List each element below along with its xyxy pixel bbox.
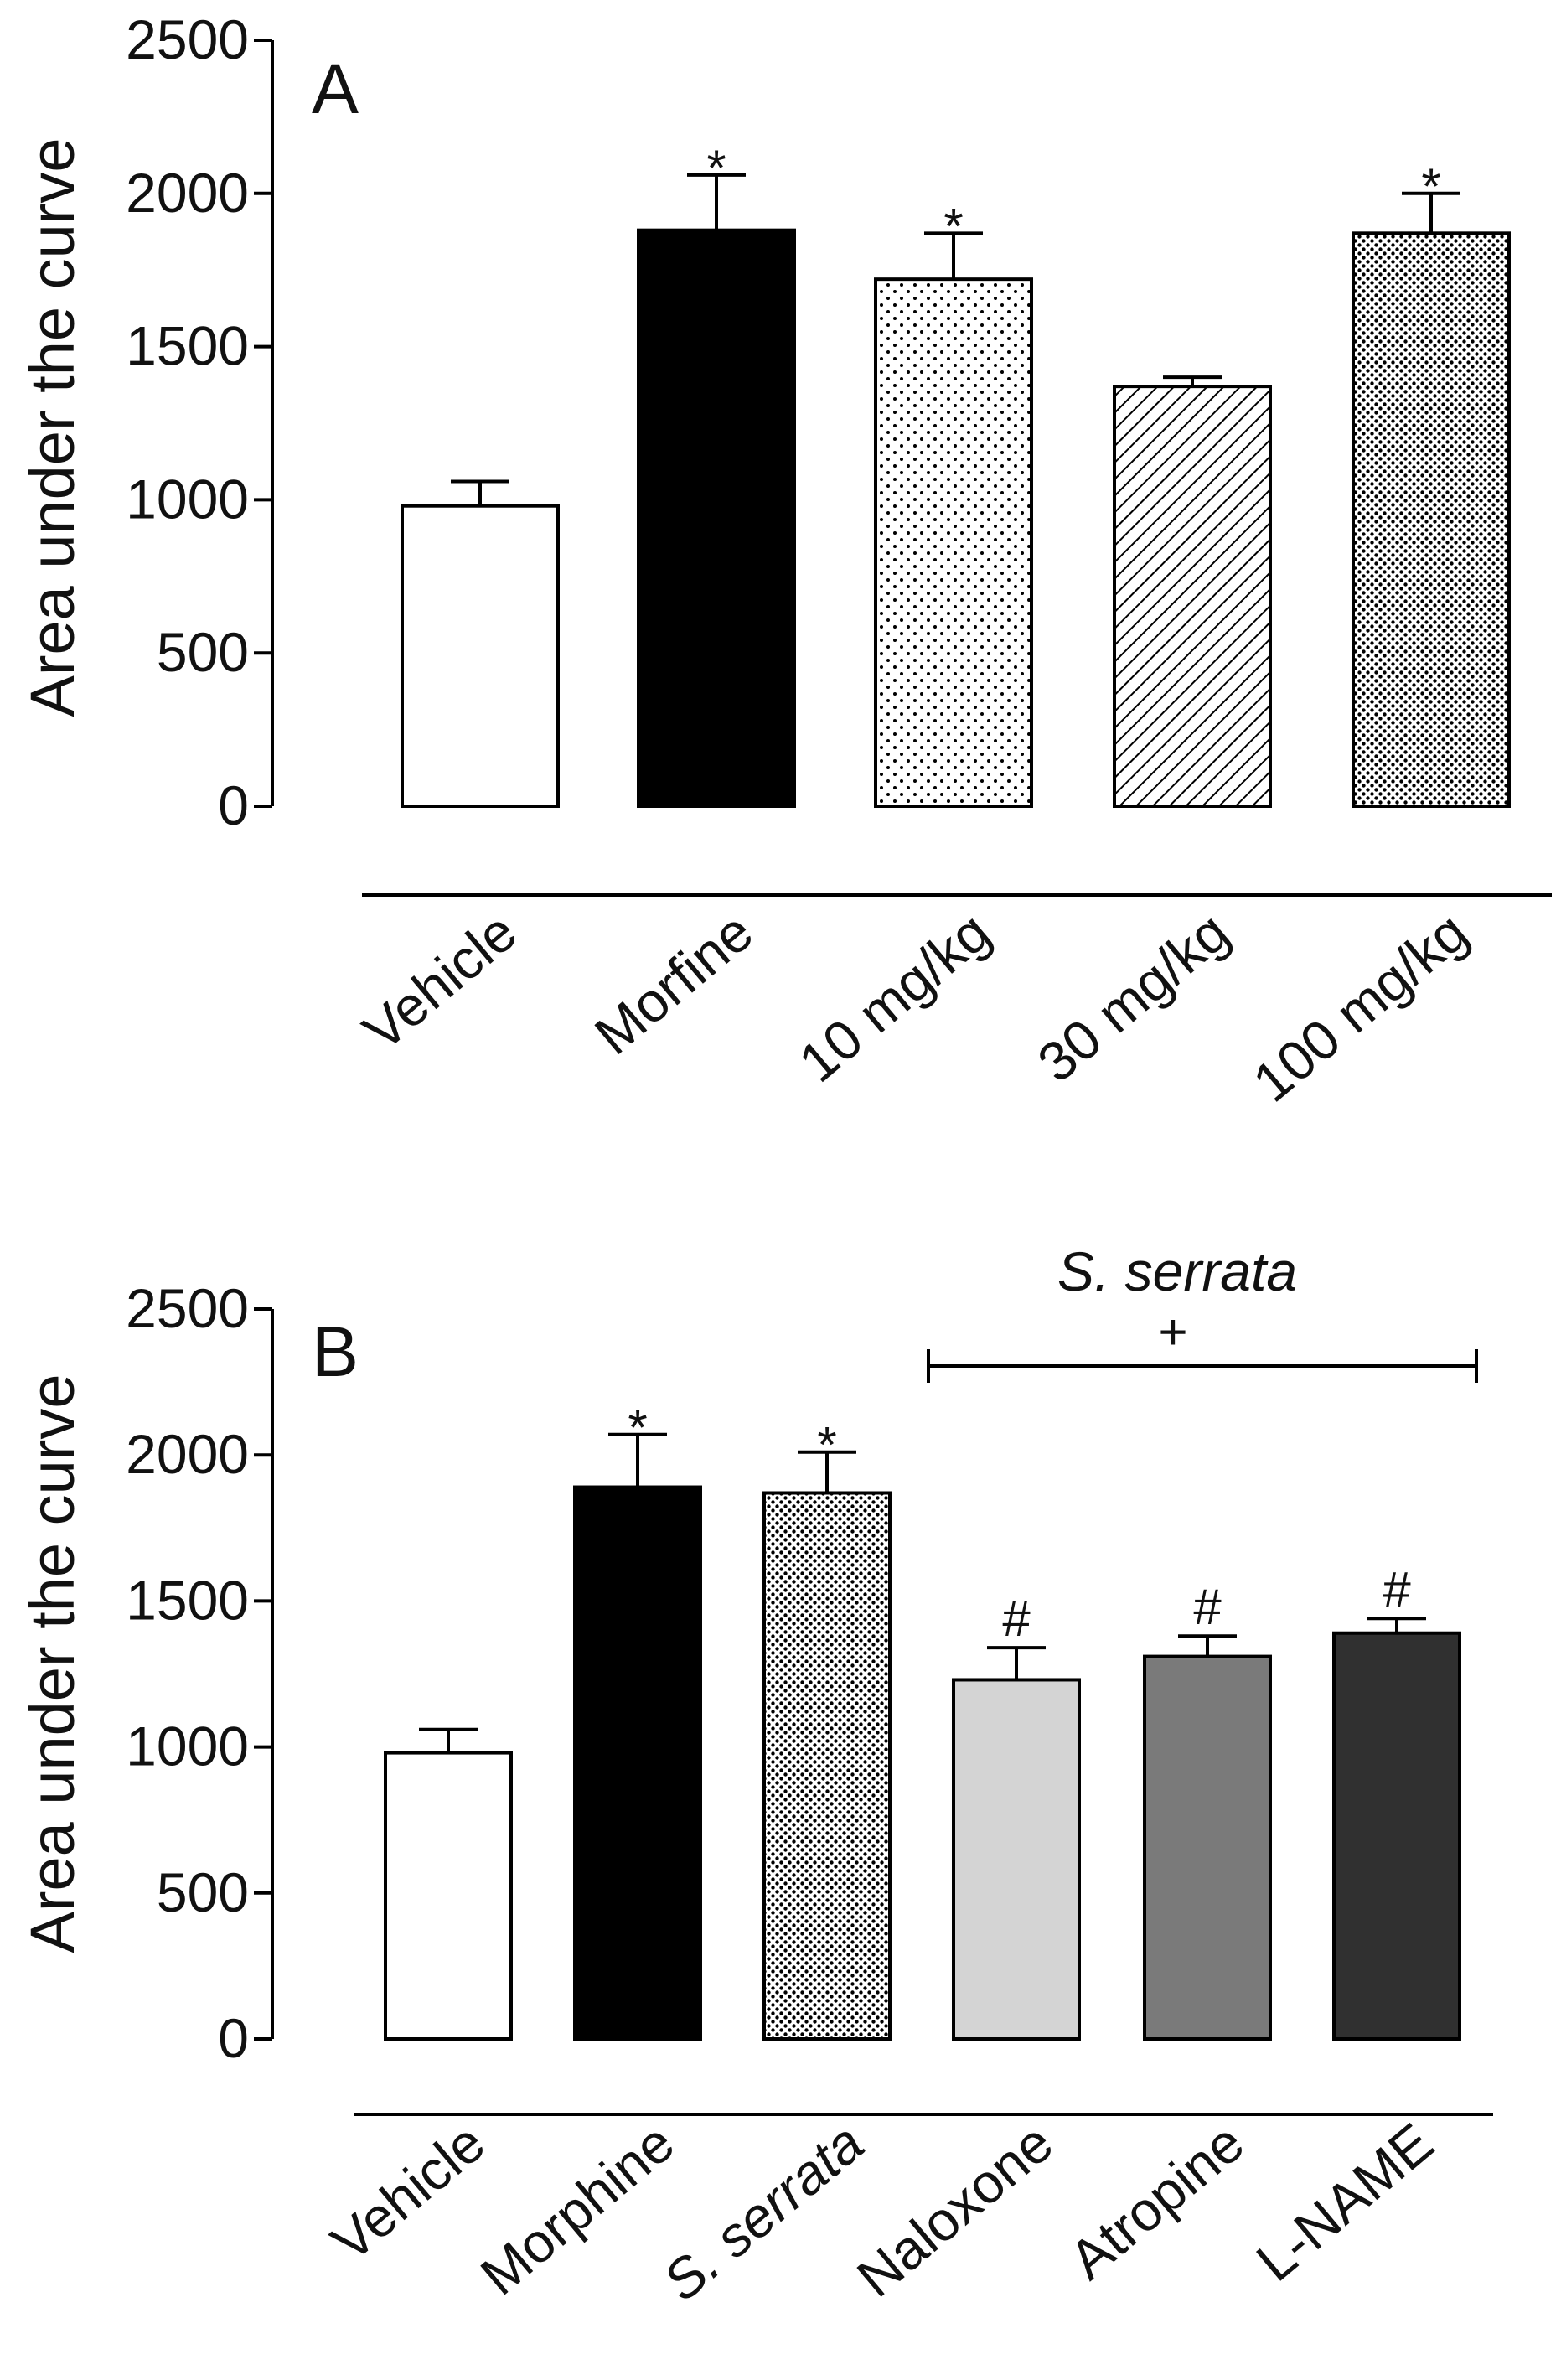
significance-marker: # [1002,1591,1031,1647]
bar-2 [637,228,796,808]
y-tick-label: 2500 [126,8,249,70]
panel-a-chart: Area under the curve A 0 500 1000 1500 2000 2… [18,8,1552,1114]
category-label: 100 mg/kg [1241,900,1479,1114]
category-label: Morphine [469,2111,685,2307]
bracket-symbol: + [1158,1304,1187,1360]
bar-1 [384,1751,513,2041]
y-tick-label: 2000 [126,1423,249,1485]
category-label: Morfine [583,900,764,1066]
bar-5 [1143,1654,1272,2041]
y-tick-label: 2000 [126,162,249,224]
significance-marker: * [817,1417,836,1473]
y-tick-label: 0 [218,774,249,836]
y-axis: 0 500 1000 1500 2000 2500 [126,1277,274,2069]
bar-4 [952,1678,1081,2041]
bar-1 [401,504,560,808]
category-labels: Vehicle Morfine 10 mg/kg 30 mg/kg 100 mg/kg [351,900,1479,1114]
y-tick-label: 1000 [126,1715,249,1777]
panel-b-chart: Area under the curve B 0 500 1000 1500 2000 2… [18,1240,1493,2313]
y-tick-label: 500 [157,1861,249,1923]
y-tick-label: 1500 [126,315,249,377]
y-axis-label: Area under the curve [18,1374,87,1953]
bar-3 [762,1491,892,2041]
y-tick-label: 0 [218,2007,249,2069]
y-tick-label: 1000 [126,468,249,530]
treatment-bracket: S. serrata + [927,1240,1478,1383]
significance-marker: * [1421,158,1440,215]
category-label: Atropine [1057,2111,1255,2291]
y-tick-label: 500 [157,621,249,683]
bar-5 [1352,231,1511,808]
y-axis: 0 500 1000 1500 2000 2500 [126,8,274,836]
significance-marker: * [943,198,963,254]
significance-marker: * [628,1400,647,1456]
bar-6 [1332,1631,1461,2041]
category-label: L-NAME [1244,2111,1445,2293]
bars: * * # # # [384,1400,1461,2041]
panel-letter: A [312,49,359,128]
significance-marker: # [1383,1561,1411,1617]
significance-marker: * [706,140,726,196]
category-label: Vehicle [319,2111,496,2273]
significance-marker: # [1193,1579,1222,1635]
category-label: 30 mg/kg [1026,900,1240,1094]
category-label: Naloxone [845,2111,1064,2309]
bracket-title: S. serrata [1057,1240,1297,1302]
category-label: Vehicle [351,900,528,1062]
bar-4 [1113,385,1272,808]
category-label: 10 mg/kg [787,900,1001,1094]
bar-2 [573,1485,702,2041]
y-axis-label: Area under the curve [18,137,87,717]
y-tick-label: 2500 [126,1277,249,1339]
y-tick-label: 1500 [126,1569,249,1631]
panel-letter: B [312,1312,359,1391]
bar-3 [874,277,1033,808]
category-label: S. serrata [651,2111,875,2313]
bars: * * * [401,140,1511,808]
